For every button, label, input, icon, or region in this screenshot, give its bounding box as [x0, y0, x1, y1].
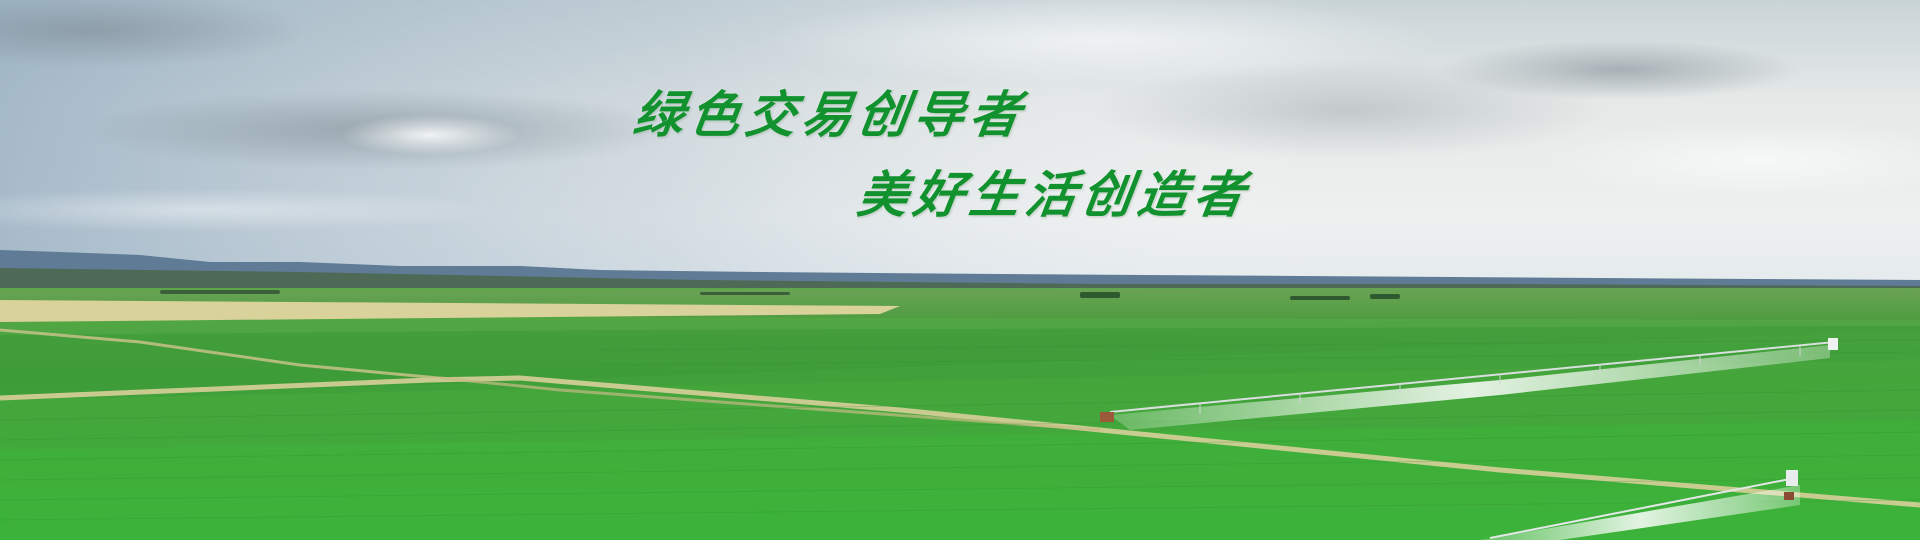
slogan-line-1: 绿色交易创导者	[629, 85, 1031, 144]
slogan-line-2: 美好生活创造者	[853, 165, 1255, 224]
